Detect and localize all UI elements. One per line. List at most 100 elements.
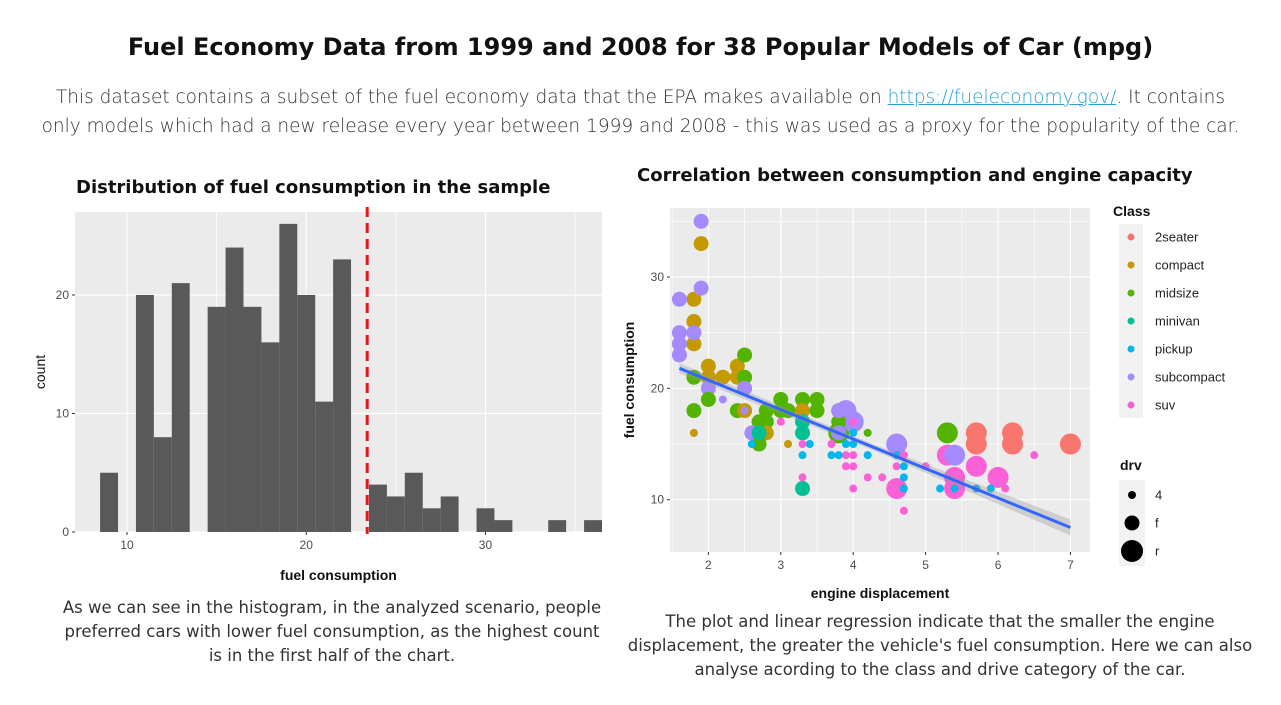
y-tick-label: 30 [651,270,665,284]
scatter-point [827,451,836,460]
scatter-point [827,440,836,449]
x-tick-label: 20 [300,538,314,552]
scatter-point [671,347,687,363]
y-tick-label: 10 [56,406,70,420]
scatter-point [899,473,908,482]
histogram-bar [207,306,226,532]
x-tick-label: 6 [995,558,1002,572]
scatter-point [686,291,702,307]
x-tick-label: 30 [479,538,493,552]
legend-drv-label: r [1155,544,1160,559]
scatter-point [795,403,811,419]
scatter-point [849,451,858,460]
page-title: Fuel Economy Data from 1999 and 2008 for… [127,33,1154,61]
scatter-point [863,428,872,437]
histogram-bar [243,306,262,532]
legend-class-title: Class [1113,203,1151,219]
histogram-bar [315,401,334,532]
scatter-point [886,478,908,500]
scatter-point [841,440,850,449]
x-axis-label: engine displacement [811,585,950,601]
histogram-bar [261,342,280,532]
histogram-caption: As we can see in the histogram, in the a… [62,598,602,665]
scatter-point [784,440,793,449]
x-tick-label: 4 [850,558,857,572]
scatter-point [751,414,767,430]
scatter-point [965,433,987,455]
histogram-bar [494,520,513,532]
histogram-bar [548,520,567,532]
histogram-bar [368,484,387,532]
legend-drv-label: f [1155,516,1159,531]
histogram-title: Distribution of fuel consumption in the … [76,177,551,198]
scatter-point [693,280,709,296]
legend-drv-title: drv [1120,457,1142,473]
scatter-point [841,451,850,460]
y-tick-label: 0 [62,525,69,539]
scatter-point [841,462,850,471]
scatter-point [773,391,789,407]
scatter-point [700,380,716,396]
scatter-point [795,391,811,407]
legend-class-label: compact [1155,258,1205,273]
y-axis-label: fuel consumption [621,322,637,439]
x-tick-label: 7 [1067,558,1074,572]
x-tick-label: 5 [922,558,929,572]
scatter-point [795,425,811,441]
scatter-point [849,428,858,437]
histogram-bar [440,496,459,532]
scatter-point [805,440,814,449]
histogram-bar [476,508,495,532]
y-axis-label: count [32,355,48,389]
legend-class-key [1127,261,1135,269]
scatter-point [986,484,995,493]
scatter-point [747,440,756,449]
scatter-point [751,436,767,452]
scatter-caption: The plot and linear regression indicate … [627,612,1253,679]
scatter-point [776,417,785,426]
scatter-point [671,336,687,352]
legend-class-label: suv [1155,398,1176,413]
scatter-point [798,473,807,482]
intro-text: This dataset contains a subset of the fu… [40,83,1241,141]
fueleconomy-link[interactable]: https://fueleconomy.gov/ [887,87,1117,108]
scatter-point [878,473,887,482]
y-tick-label: 20 [651,381,665,395]
scatter-point [849,462,858,471]
scatter-point [936,422,958,444]
histogram-bar [135,294,154,532]
legend-drv-key [1121,540,1143,562]
histogram-bar [333,259,352,532]
legend-drv-label: 4 [1155,488,1162,503]
histogram-bar [171,283,190,532]
scatter-point [863,473,872,482]
histogram-bar [584,520,602,532]
histogram-bar [297,294,316,532]
scatter-point [987,466,1009,488]
scatter-point [809,391,825,407]
legend-class-key [1127,233,1135,241]
scatter-point [686,314,702,330]
scatter-point [689,428,698,437]
scatter-point [809,403,825,419]
histogram-bar [100,472,119,532]
scatter-point [715,369,731,385]
scatter-point [849,440,858,449]
histogram-bar [422,508,441,532]
histogram-bar [153,437,172,532]
scatter-point [831,414,847,430]
regression-line [678,366,1072,529]
legend-class-label: minivan [1155,314,1200,329]
scatter-point [944,444,966,466]
scatter-point [1030,451,1039,460]
scatter-point [899,506,908,515]
scatter-point [863,451,872,460]
legend-class-label: midsize [1155,286,1199,301]
x-tick-label: 2 [705,558,712,572]
scatter-point [798,451,807,460]
scatter-point [936,484,945,493]
intro-text-after: . It contains only models which had a ne… [41,87,1240,137]
scatter-point [795,481,811,497]
scatter-point [671,291,687,307]
x-tick-label: 3 [777,558,784,572]
